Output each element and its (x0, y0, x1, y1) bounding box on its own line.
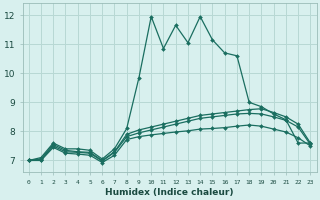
X-axis label: Humidex (Indice chaleur): Humidex (Indice chaleur) (105, 188, 234, 197)
